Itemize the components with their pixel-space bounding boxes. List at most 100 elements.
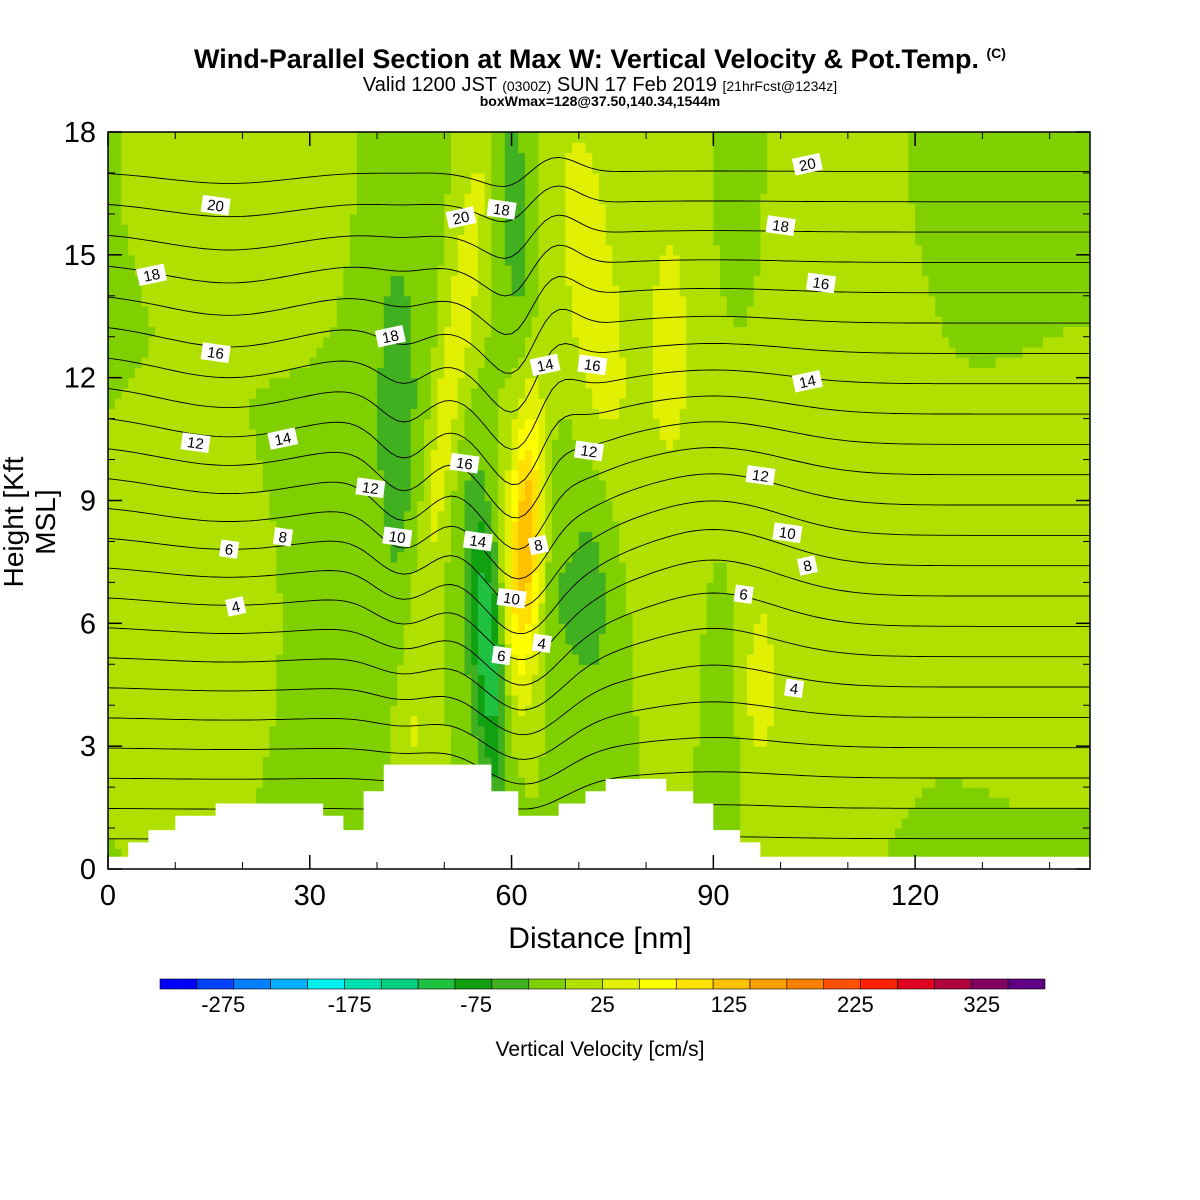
y-tick-label: 12 bbox=[64, 363, 96, 395]
colorbar-swatch bbox=[675, 978, 714, 990]
isentrope-label-text: 16 bbox=[455, 455, 474, 474]
colorbar-tick-label: 225 bbox=[837, 992, 874, 1017]
isentrope-19 bbox=[108, 343, 1090, 413]
isentrope-label-text: 8 bbox=[277, 529, 288, 547]
copyright-mark: (C) bbox=[986, 45, 1006, 61]
colorbar-swatch bbox=[270, 978, 308, 990]
isentrope-16 bbox=[108, 421, 1090, 519]
isentrope-label-text: 6 bbox=[496, 648, 507, 666]
isentrope-label-text: 8 bbox=[802, 557, 814, 575]
isentrope-label: 16 bbox=[577, 354, 608, 375]
isentrope-label: 6 bbox=[733, 584, 754, 604]
isentrope-label: 8 bbox=[272, 527, 294, 547]
valid-prefix: Valid 1200 JST bbox=[362, 74, 497, 96]
isentrope-label-text: 18 bbox=[381, 327, 401, 347]
isentrope-23 bbox=[108, 214, 1090, 259]
isentrope-label-text: 4 bbox=[789, 680, 800, 698]
isentrope-15 bbox=[108, 447, 1090, 550]
isentrope-5 bbox=[108, 771, 1090, 810]
colorbar-swatch bbox=[454, 978, 493, 990]
isentrope-22 bbox=[108, 244, 1090, 297]
isentrope-label: 10 bbox=[772, 522, 803, 543]
colorbar-swatch bbox=[602, 978, 640, 990]
isentrope-label: 20 bbox=[791, 153, 823, 176]
y-tick-label: 9 bbox=[80, 486, 96, 518]
isentrope-label: 16 bbox=[449, 452, 480, 474]
isentrope-label: 18 bbox=[765, 215, 796, 236]
isentrope-label: 14 bbox=[529, 353, 561, 377]
isentrope-label-text: 6 bbox=[224, 541, 235, 559]
isentrope-label-text: 14 bbox=[273, 430, 293, 450]
isentrope-13 bbox=[108, 500, 1090, 608]
x-tick-label: 90 bbox=[697, 880, 729, 912]
isentrope-18 bbox=[108, 369, 1090, 450]
isentrope-label: 14 bbox=[791, 370, 823, 393]
isentrope-label-text: 12 bbox=[579, 442, 598, 461]
isentrope-label: 10 bbox=[382, 526, 413, 547]
velocity-field bbox=[108, 132, 1090, 869]
isentrope-14 bbox=[108, 473, 1090, 580]
y-tick-label: 18 bbox=[64, 117, 96, 149]
isentrope-label: 12 bbox=[745, 465, 776, 486]
isentrope-9 bbox=[108, 627, 1090, 711]
isentrope-label: 14 bbox=[267, 427, 299, 450]
isentrope-20 bbox=[108, 308, 1090, 374]
isentrope-label-text: 18 bbox=[492, 201, 511, 220]
isentrope-label-text: 12 bbox=[186, 434, 205, 453]
isentrope-label: 12 bbox=[573, 440, 605, 461]
isentrope-11 bbox=[108, 559, 1090, 661]
colorbar-swatch bbox=[380, 978, 419, 990]
colorbar-swatch bbox=[970, 978, 1009, 990]
isentrope-label: 16 bbox=[200, 342, 231, 363]
colorbar-tick-label: -75 bbox=[460, 992, 492, 1017]
colorbar-swatch bbox=[860, 978, 898, 990]
colorbar-swatch bbox=[491, 978, 530, 990]
isentrope-label-text: 20 bbox=[206, 197, 225, 216]
isentrope-label: 8 bbox=[796, 555, 818, 576]
isentrope-label: 18 bbox=[136, 263, 168, 287]
colorbar-swatch bbox=[159, 978, 198, 990]
colorbar-swatch bbox=[897, 978, 935, 990]
colorbar-swatch bbox=[417, 978, 456, 990]
isentrope-6 bbox=[108, 737, 1090, 785]
isentrope-label: 20 bbox=[445, 206, 477, 229]
x-tick-label: 30 bbox=[294, 880, 326, 912]
forecast-info: [21hrFcst@1234z] bbox=[722, 78, 838, 94]
x-tick-label: 120 bbox=[891, 880, 939, 912]
isentrope-labels: 20 18 16 12 14 6 8 4 12 10 18 16 14 20 18 10 8 6 4 14 16 12 20… bbox=[136, 153, 837, 698]
y-tick-label: 15 bbox=[64, 240, 96, 272]
isentrope-label: 16 bbox=[805, 272, 837, 294]
isentrope-label: 4 bbox=[531, 633, 552, 653]
isentrope-label-text: 4 bbox=[536, 635, 547, 653]
colorbar-tick-label: 25 bbox=[590, 992, 614, 1017]
isentrope-label: 14 bbox=[462, 530, 494, 552]
isentrope-label: 18 bbox=[486, 198, 517, 220]
isentrope-label-text: 20 bbox=[798, 155, 818, 175]
colorbar-swatch bbox=[196, 978, 235, 990]
isentrope-label-text: 10 bbox=[388, 528, 407, 547]
colorbar-swatch bbox=[639, 978, 677, 990]
y-axis-label: Height [Kft MSL] bbox=[0, 456, 61, 588]
colorbar: -275 -175 -75 25 125 225 325 bbox=[159, 978, 1046, 1017]
colorbar-swatch bbox=[934, 978, 972, 990]
isentrope-label: 18 bbox=[374, 325, 406, 348]
x-tick-label: 60 bbox=[495, 880, 527, 912]
isentrope-label: 6 bbox=[219, 539, 240, 559]
colorbar-tick-label: 325 bbox=[963, 992, 1000, 1017]
isentrope-21 bbox=[108, 276, 1090, 335]
colorbar-swatch bbox=[712, 978, 751, 990]
y-tick-label: 6 bbox=[80, 608, 96, 640]
isentrope-label: 4 bbox=[225, 596, 247, 617]
colorbar-swatch bbox=[307, 978, 345, 990]
colorbar-tick-label: 125 bbox=[711, 992, 748, 1017]
isentrope-label-text: 18 bbox=[142, 266, 162, 286]
colorbar-swatch bbox=[565, 978, 603, 990]
terrain-mask bbox=[108, 764, 1090, 869]
isentrope-label: 20 bbox=[200, 194, 231, 216]
chart-subtitle: Valid 1200 JST (0300Z) SUN 17 Feb 2019 [… bbox=[0, 74, 1200, 97]
isentrope-7 bbox=[108, 701, 1090, 760]
title-main-text: Wind-Parallel Section at Max W: Vertical… bbox=[194, 44, 979, 74]
isentrope-label-text: 4 bbox=[230, 598, 242, 616]
isentrope-label-text: 14 bbox=[468, 532, 487, 551]
